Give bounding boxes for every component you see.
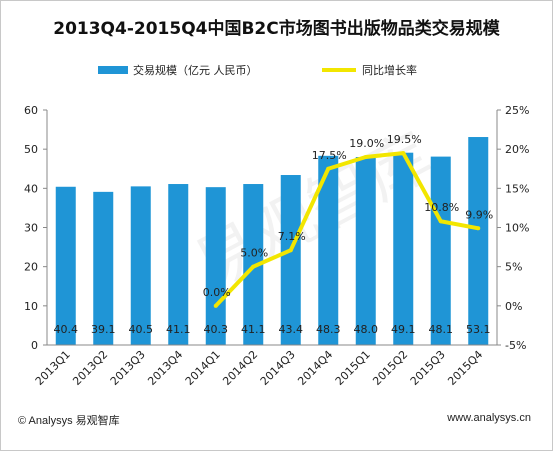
- x-tick-label: 2014Q1: [183, 348, 223, 388]
- y-right-tick-label: 10%: [505, 222, 529, 235]
- growth-point: [438, 219, 443, 224]
- growth-value-label: 10.8%: [424, 201, 459, 214]
- legend-bar-label: 交易规模（亿元 人民币）: [133, 63, 258, 77]
- y-right-tick-label: 5%: [505, 261, 522, 274]
- x-tick-label: 2015Q1: [333, 348, 373, 388]
- bar: [318, 155, 339, 345]
- growth-point: [251, 264, 256, 269]
- growth-line: [214, 151, 479, 308]
- y-left-tick-label: 10: [24, 300, 38, 313]
- growth-point: [476, 226, 481, 231]
- bar-value-label: 53.1: [466, 323, 491, 336]
- bar: [430, 156, 451, 345]
- bar-value-label: 40.5: [129, 323, 154, 336]
- bar-value-label: 43.4: [279, 323, 304, 336]
- bar-value-label: 41.1: [241, 323, 266, 336]
- bar-value-label: 49.1: [391, 323, 416, 336]
- x-tick-label: 2014Q2: [220, 348, 260, 388]
- growth-value-label: 9.9%: [465, 208, 493, 221]
- x-tick-label: 2013Q3: [108, 348, 148, 388]
- x-tick-label: 2013Q1: [33, 348, 73, 388]
- y-right-tick-label: 25%: [505, 104, 529, 117]
- x-tick-label: 2014Q3: [258, 348, 298, 388]
- y-left-tick-label: 20: [24, 261, 38, 274]
- growth-point: [326, 166, 331, 171]
- bar: [355, 157, 376, 345]
- footer-url: www.analysys.cn: [447, 412, 531, 424]
- bar: [468, 137, 489, 345]
- bar-value-label: 39.1: [91, 323, 116, 336]
- growth-value-label: 7.1%: [278, 230, 306, 243]
- bar-value-label: 48.0: [354, 323, 379, 336]
- x-tick-label: 2015Q4: [445, 348, 485, 388]
- bar-value-label: 48.1: [429, 323, 454, 336]
- y-left-tick-label: 50: [24, 143, 38, 156]
- x-tick-label: 2013Q2: [70, 348, 110, 388]
- bar: [93, 191, 114, 345]
- y-left-tick-label: 30: [24, 222, 38, 235]
- growth-point: [401, 151, 406, 156]
- growth-value-label: 19.5%: [387, 133, 422, 146]
- bar: [393, 152, 414, 345]
- y-right-tick-label: 15%: [505, 182, 529, 195]
- bar-value-label: 48.3: [316, 323, 341, 336]
- y-left-tick-label: 60: [24, 104, 38, 117]
- growth-point: [363, 155, 368, 159]
- growth-value-label: 5.0%: [240, 247, 268, 260]
- bar-value-label: 41.1: [166, 323, 191, 336]
- bar: [280, 175, 301, 345]
- growth-value-label: 0.0%: [203, 286, 231, 299]
- growth-point: [288, 248, 293, 253]
- growth-value-label: 17.5%: [312, 149, 347, 162]
- growth-value-label: 19.0%: [349, 137, 384, 150]
- bar: [55, 186, 76, 345]
- x-tick-label: 2015Q2: [370, 348, 410, 388]
- x-tick-label: 2015Q3: [408, 348, 448, 388]
- y-right-tick-label: 0%: [505, 300, 522, 313]
- x-tick-label: 2013Q4: [145, 348, 185, 388]
- bar-value-label: 40.3: [204, 323, 229, 336]
- footer-source: © Analysys 易观智库: [18, 415, 120, 427]
- y-right-tick-label: 20%: [505, 143, 529, 156]
- growth-point: [213, 303, 218, 308]
- bar: [205, 187, 226, 345]
- bar-value-label: 40.4: [54, 323, 79, 336]
- legend-bar-swatch: [98, 66, 128, 74]
- y-left-tick-label: 0: [31, 339, 38, 352]
- chart-title: 2013Q4-2015Q4中国B2C市场图书出版物品类交易规模: [53, 19, 500, 39]
- legend-line-label: 同比增长率: [362, 63, 417, 77]
- y-left-tick-label: 40: [24, 182, 38, 195]
- bar: [130, 186, 151, 345]
- y-right-tick-label: -5%: [505, 339, 526, 352]
- x-tick-label: 2014Q4: [295, 348, 335, 388]
- bar: [168, 184, 189, 345]
